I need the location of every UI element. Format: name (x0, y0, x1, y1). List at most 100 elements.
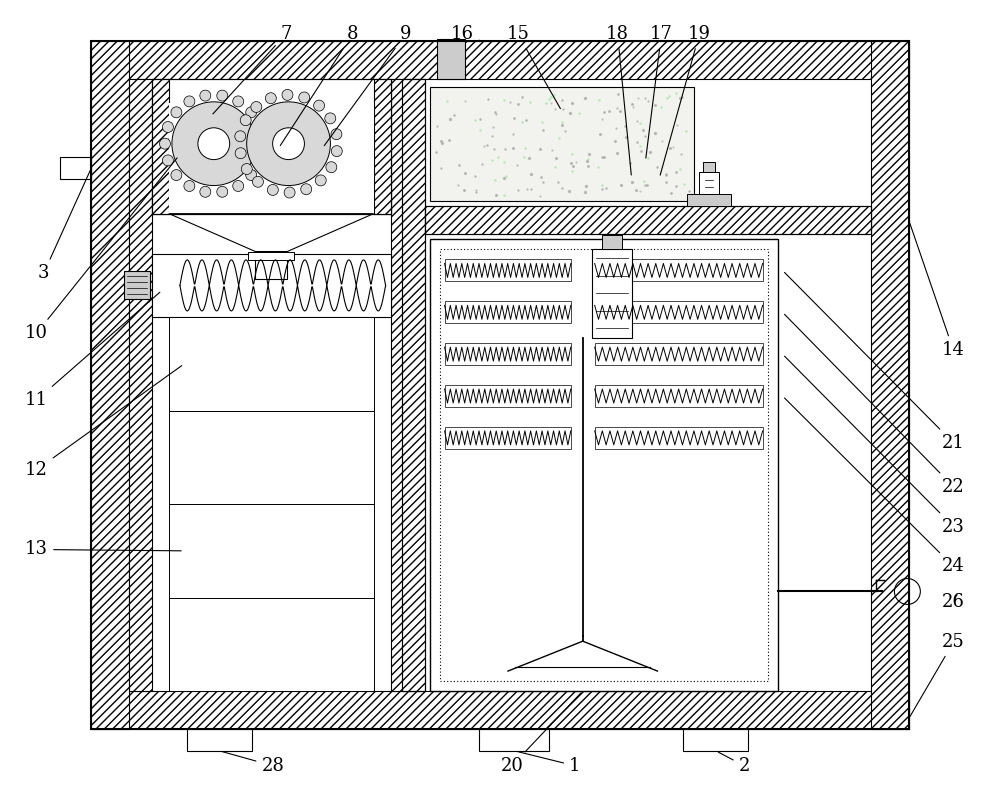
Bar (169, 103, 374, 213)
Bar (248, 251, 294, 261)
Bar (595, 343, 763, 365)
Bar (152, 79, 391, 213)
Circle shape (233, 180, 244, 192)
Circle shape (235, 148, 246, 159)
Bar (169, 317, 374, 411)
Bar (479, 729, 549, 751)
Circle shape (246, 170, 257, 180)
Circle shape (233, 96, 244, 107)
Text: 28: 28 (222, 752, 284, 774)
Text: 11: 11 (25, 292, 160, 409)
Circle shape (254, 155, 265, 166)
Bar (602, 234, 622, 249)
Text: 12: 12 (25, 365, 182, 479)
Circle shape (325, 113, 336, 124)
Bar (169, 597, 374, 691)
Circle shape (171, 170, 182, 180)
Bar (595, 259, 763, 282)
Text: 3: 3 (38, 171, 90, 283)
Circle shape (171, 107, 182, 118)
Text: 23: 23 (785, 356, 965, 535)
Circle shape (265, 93, 276, 104)
Circle shape (217, 186, 228, 197)
Circle shape (314, 100, 325, 111)
Circle shape (257, 138, 268, 149)
Text: 18: 18 (606, 25, 631, 175)
Bar (91, 41, 909, 729)
Text: 7: 7 (213, 25, 291, 114)
Bar (440, 249, 768, 681)
Bar (871, 41, 909, 729)
Bar (683, 729, 748, 751)
Circle shape (273, 128, 304, 159)
Circle shape (299, 92, 310, 103)
Bar (445, 343, 571, 365)
Circle shape (252, 176, 263, 188)
Circle shape (301, 184, 312, 195)
Text: 13: 13 (25, 540, 181, 559)
Circle shape (251, 101, 262, 113)
Text: 2: 2 (718, 752, 750, 774)
Bar (129, 79, 152, 691)
Text: 1: 1 (517, 751, 580, 774)
Bar (445, 301, 571, 324)
Circle shape (172, 102, 256, 185)
Bar (687, 194, 731, 206)
Circle shape (159, 138, 170, 149)
Text: 19: 19 (660, 25, 711, 175)
Bar (437, 39, 465, 79)
Text: 21: 21 (785, 272, 965, 452)
Circle shape (240, 115, 251, 126)
Bar (703, 162, 715, 171)
Text: 14: 14 (909, 222, 965, 359)
Circle shape (267, 184, 278, 196)
Circle shape (184, 180, 195, 192)
Text: 24: 24 (785, 398, 965, 576)
Bar (595, 427, 763, 449)
Bar (445, 385, 571, 407)
Text: 16: 16 (451, 25, 479, 43)
Circle shape (198, 128, 230, 159)
Bar (425, 206, 871, 233)
Bar (169, 504, 374, 597)
Bar (91, 41, 909, 79)
Bar (187, 729, 252, 751)
Circle shape (315, 175, 326, 186)
Bar (60, 157, 91, 179)
Bar (595, 385, 763, 407)
Bar (445, 427, 571, 449)
Bar (592, 249, 632, 338)
Text: 15: 15 (507, 25, 560, 109)
Circle shape (162, 122, 173, 133)
Circle shape (326, 162, 337, 172)
Circle shape (282, 89, 293, 101)
Text: 26: 26 (942, 593, 965, 611)
Circle shape (331, 146, 342, 157)
Bar (152, 79, 169, 213)
Bar (402, 79, 425, 691)
Text: 10: 10 (25, 158, 177, 342)
Bar (169, 411, 374, 504)
Bar (445, 259, 571, 282)
Circle shape (284, 187, 295, 198)
Circle shape (162, 155, 173, 166)
Circle shape (246, 107, 257, 118)
Circle shape (200, 186, 211, 197)
Circle shape (184, 96, 195, 107)
Text: 17: 17 (646, 25, 673, 158)
Circle shape (254, 122, 265, 133)
Circle shape (331, 129, 342, 139)
Bar (91, 41, 129, 729)
Bar (699, 171, 719, 194)
Bar (124, 271, 150, 299)
Bar (152, 254, 391, 317)
Bar (402, 79, 425, 691)
Text: 8: 8 (280, 25, 358, 146)
Bar (255, 251, 287, 279)
Circle shape (235, 130, 246, 142)
Text: 20: 20 (501, 693, 581, 774)
Circle shape (217, 90, 228, 101)
Bar (595, 301, 763, 324)
Circle shape (200, 90, 211, 101)
Circle shape (241, 163, 252, 175)
